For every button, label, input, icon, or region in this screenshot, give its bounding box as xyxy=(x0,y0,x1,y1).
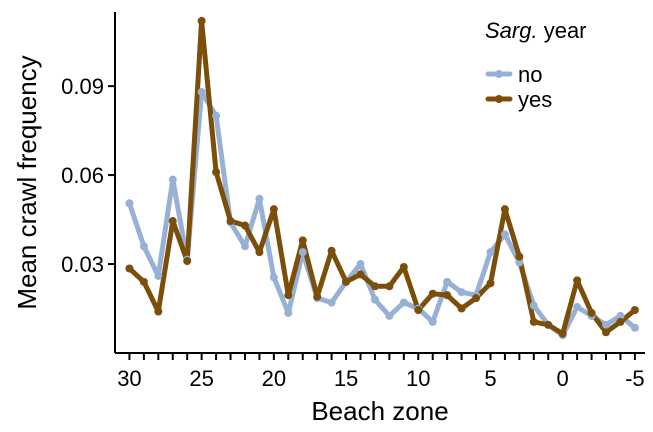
data-point-no xyxy=(284,308,293,317)
data-point-no xyxy=(457,288,466,297)
data-point-yes xyxy=(472,294,481,303)
data-point-yes xyxy=(226,217,235,226)
data-point-yes xyxy=(154,307,163,316)
series-points xyxy=(125,16,639,340)
data-point-no xyxy=(125,199,134,208)
data-point-yes xyxy=(515,252,524,261)
y-tick-label: 0.09 xyxy=(61,74,104,99)
series-lines xyxy=(126,18,638,338)
data-point-yes xyxy=(356,270,365,279)
data-point-yes xyxy=(385,282,394,291)
data-point-yes xyxy=(500,205,509,214)
data-point-no xyxy=(327,298,336,307)
data-point-no xyxy=(356,260,365,269)
data-point-yes xyxy=(602,328,611,337)
data-point-no xyxy=(255,194,264,203)
data-point-yes xyxy=(255,248,264,257)
data-point-yes xyxy=(630,306,639,315)
data-point-yes xyxy=(587,308,596,317)
data-point-yes xyxy=(428,289,437,298)
data-point-no xyxy=(630,323,639,332)
data-point-yes xyxy=(139,277,148,286)
data-point-yes xyxy=(558,329,567,338)
data-point-yes xyxy=(443,291,452,300)
data-point-yes xyxy=(269,205,278,214)
series-line-yes xyxy=(126,18,638,337)
data-point-no xyxy=(370,295,379,304)
data-point-yes xyxy=(342,277,351,286)
data-point-yes xyxy=(212,168,221,177)
x-tick-label: 15 xyxy=(334,366,358,391)
data-point-no xyxy=(139,242,148,251)
data-point-yes xyxy=(240,221,249,230)
data-point-no xyxy=(428,317,437,326)
data-point-no xyxy=(197,88,206,97)
legend-marker-no xyxy=(495,70,503,78)
data-point-yes xyxy=(573,276,582,285)
data-point-no xyxy=(168,175,177,184)
data-point-yes xyxy=(399,263,408,272)
legend-label-no: no xyxy=(518,62,542,87)
data-point-no xyxy=(240,242,249,251)
data-point-yes xyxy=(414,306,423,315)
y-tick-label: 0.06 xyxy=(61,163,104,188)
series-line-no xyxy=(126,89,638,338)
data-point-no xyxy=(212,111,221,120)
data-point-yes xyxy=(168,217,177,226)
data-point-yes xyxy=(529,317,538,326)
legend-marker-yes xyxy=(495,95,503,103)
data-point-yes xyxy=(370,282,379,291)
x-tick-label: 5 xyxy=(484,366,496,391)
data-point-yes xyxy=(197,16,206,25)
data-point-no xyxy=(269,273,278,282)
data-point-yes xyxy=(327,246,336,255)
axes xyxy=(114,12,645,354)
data-point-no xyxy=(298,248,307,257)
legend-label-yes: yes xyxy=(518,87,552,112)
data-point-no xyxy=(573,303,582,312)
data-point-no xyxy=(602,320,611,329)
data-point-no xyxy=(529,301,538,310)
data-point-yes xyxy=(298,236,307,245)
data-point-no xyxy=(154,271,163,280)
data-point-yes xyxy=(616,317,625,326)
data-point-yes xyxy=(125,264,134,273)
y-tick-label: 0.03 xyxy=(61,252,104,277)
legend-title: Sarg. year xyxy=(485,18,587,43)
data-point-no xyxy=(385,311,394,320)
legend-title-italic: Sarg. xyxy=(485,18,538,43)
data-point-no xyxy=(616,311,625,320)
data-point-yes xyxy=(486,279,495,288)
y-axis-title: Mean crawl frequency xyxy=(12,55,42,309)
data-point-no xyxy=(500,230,509,239)
legend-title-rest: year xyxy=(538,18,587,43)
data-point-no xyxy=(443,277,452,286)
data-point-yes xyxy=(457,304,466,313)
x-tick-label: -5 xyxy=(625,366,645,391)
data-point-yes xyxy=(544,320,553,329)
x-tick-label: 25 xyxy=(189,366,213,391)
x-axis-title: Beach zone xyxy=(311,396,448,426)
x-tick-label: 30 xyxy=(117,366,141,391)
ticks: 0.03 0.06 0.09 30 25 20 15 10 5 0 -5 xyxy=(61,74,645,391)
data-point-yes xyxy=(313,292,322,301)
x-tick-label: 20 xyxy=(262,366,286,391)
data-point-no xyxy=(515,258,524,267)
data-point-no xyxy=(399,298,408,307)
data-point-no xyxy=(486,248,495,257)
x-tick-label: 0 xyxy=(557,366,569,391)
data-point-yes xyxy=(284,291,293,300)
data-point-yes xyxy=(183,257,192,266)
x-tick-label: 10 xyxy=(406,366,430,391)
